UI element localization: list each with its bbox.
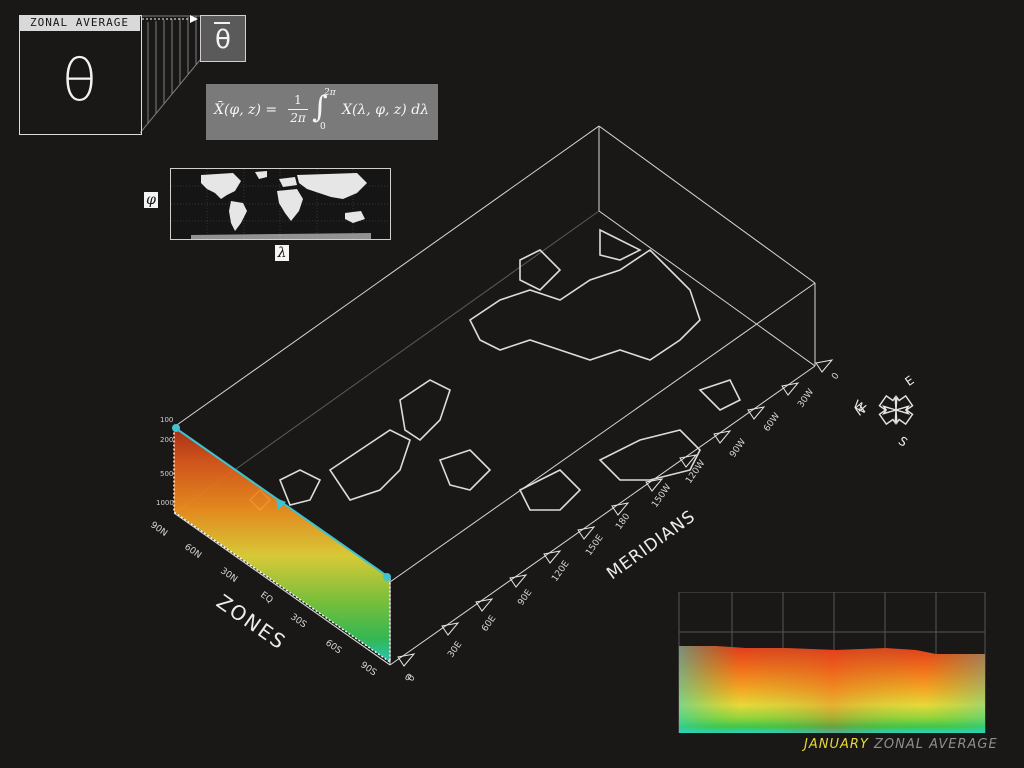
fraction-bar <box>288 109 308 110</box>
theta-symbol: θ <box>61 46 98 114</box>
theta-mean-box: θ <box>200 15 246 62</box>
world-mini-map <box>170 168 391 240</box>
integral-upper: 2π <box>324 88 336 98</box>
zonal-average-panel <box>676 591 986 733</box>
caption-month: JANUARY <box>804 737 869 752</box>
lambda-label: λ <box>275 245 289 261</box>
box-wireframe <box>173 125 816 666</box>
meridian-tick: 0 <box>830 371 842 382</box>
meridian-tick: 150E <box>584 533 605 558</box>
meridian-tick: 90E <box>516 588 534 608</box>
phi-label: φ <box>144 192 158 208</box>
projected-coastlines <box>248 228 742 512</box>
formula-lhs: X̄(φ, z) = <box>214 102 278 118</box>
meridian-tick: 120E <box>550 559 571 584</box>
zone-tick: 90N <box>148 520 169 539</box>
zone-tick: 90S <box>358 660 378 678</box>
zones-axis-title: ZONES <box>212 589 291 654</box>
pressure-tick: 200 <box>160 436 173 444</box>
europe-shape <box>279 177 297 187</box>
formula-denominator: 2π <box>290 111 306 125</box>
meridian-tick: 180 <box>614 512 632 532</box>
pressure-axis: 100 200 500 1000 <box>156 416 174 507</box>
asia-shape <box>297 173 367 199</box>
formula-integrand: X(λ, φ, z) dλ <box>342 102 430 118</box>
australia-shape <box>345 211 365 223</box>
zonal-mean-formula: X̄(φ, z) = 1 2π ∫ 2π 0 X(λ, φ, z) dλ <box>206 84 438 140</box>
meridian-markers <box>397 359 834 667</box>
caption-rest: ZONAL AVERAGE <box>873 737 998 752</box>
zone-tick: 60S <box>323 638 343 656</box>
cursor-handle-start[interactable] <box>172 424 180 432</box>
zone-tick: 60N <box>182 542 203 561</box>
zone-tick: 30S <box>288 612 308 630</box>
zonal-cross-section <box>174 427 390 662</box>
zonal-average-plot <box>678 591 986 733</box>
compass-arrow-west <box>878 405 897 426</box>
pressure-tick: 100 <box>160 416 173 424</box>
south-america-shape <box>229 201 247 231</box>
north-america-shape <box>201 173 241 199</box>
mean-overbar <box>214 22 230 24</box>
compass-s: S <box>896 434 910 450</box>
mini-map-graphic <box>171 169 390 239</box>
pressure-tick: 500 <box>160 470 173 478</box>
meridian-tick: 30W <box>796 387 816 409</box>
meridian-tick: 90W <box>728 437 748 459</box>
zone-tick: 30N <box>218 566 239 585</box>
meridian-tick: 120W <box>684 459 707 486</box>
integral-lower: 0 <box>320 122 326 132</box>
meridian-tick: 60E <box>480 614 498 634</box>
meridian-tick: 60W <box>762 411 782 433</box>
compass-arrow-south <box>895 405 914 426</box>
integral-sign: ∫ <box>312 90 328 125</box>
meridian-tick: 30E <box>446 640 464 660</box>
pressure-tick: 1000 <box>156 499 174 507</box>
compass: N E S W <box>851 373 917 450</box>
panel-caption: JANUARY ZONAL AVERAGE <box>804 737 998 752</box>
zone-tick: 0 <box>402 672 413 684</box>
formula-numerator: 1 <box>294 93 302 107</box>
zone-tick: EQ <box>258 590 274 606</box>
cursor-handle-end[interactable] <box>383 573 391 581</box>
africa-shape <box>277 189 303 221</box>
cursor-marker[interactable] <box>276 498 286 510</box>
zonal-average-title: ZONAL AVERAGE <box>19 15 140 31</box>
meridians-axis-title: MERIDIANS <box>603 506 699 584</box>
compass-e: E <box>902 373 916 389</box>
meridian-tick: 0 <box>406 673 418 684</box>
compass-arrow-north <box>878 394 897 415</box>
compass-arrow-east <box>895 394 914 415</box>
meridian-tick: 150W <box>650 483 673 510</box>
